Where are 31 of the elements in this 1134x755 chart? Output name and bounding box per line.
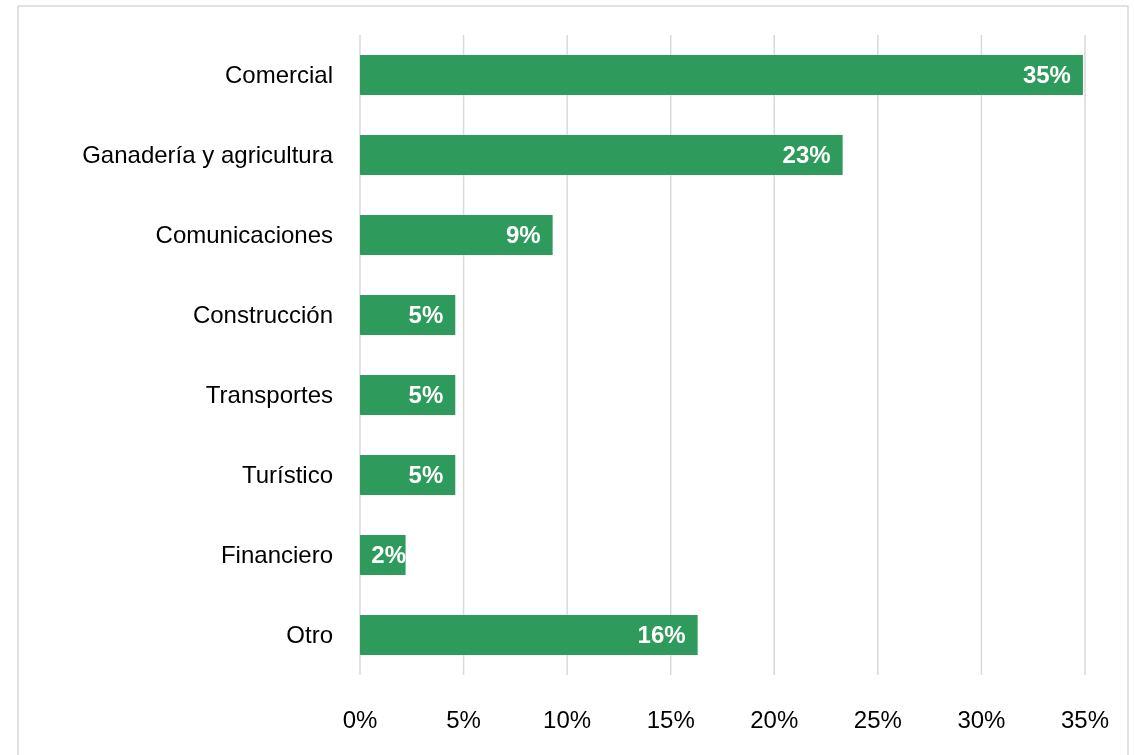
y-tick-label: Ganadería y agricultura	[82, 141, 334, 169]
data-label: 9%	[505, 221, 541, 249]
data-label: 5%	[408, 381, 444, 409]
x-tick-label: 25%	[853, 706, 902, 733]
bar	[360, 55, 1083, 95]
bar	[360, 375, 456, 415]
bar	[360, 615, 698, 655]
data-label: 16%	[637, 621, 686, 649]
y-tick-label: Comunicaciones	[155, 221, 333, 249]
data-label: 2%	[371, 541, 406, 569]
x-tick-label: 0%	[342, 706, 378, 733]
bar	[360, 295, 456, 335]
data-label: 23%	[782, 141, 831, 169]
x-tick-label: 15%	[646, 706, 695, 733]
x-tick-label: 35%	[1060, 706, 1110, 733]
bar	[360, 135, 843, 175]
x-tick-label: 5%	[446, 706, 481, 733]
y-tick-label: Comercial	[224, 61, 333, 89]
data-label: 35%	[1022, 61, 1071, 89]
data-label: 5%	[408, 301, 444, 329]
x-tick-label: 30%	[957, 706, 1006, 733]
y-tick-label: Turístico	[241, 461, 333, 489]
y-tick-label: Construcción	[192, 301, 333, 329]
y-tick-label: Otro	[286, 621, 333, 649]
x-tick-label: 10%	[543, 706, 592, 733]
bar	[360, 215, 553, 255]
data-label: 5%	[408, 461, 444, 489]
y-tick-label: Financiero	[220, 541, 333, 569]
y-tick-label: Transportes	[205, 381, 333, 409]
x-tick-label: 20%	[750, 706, 799, 733]
bar	[360, 455, 456, 495]
